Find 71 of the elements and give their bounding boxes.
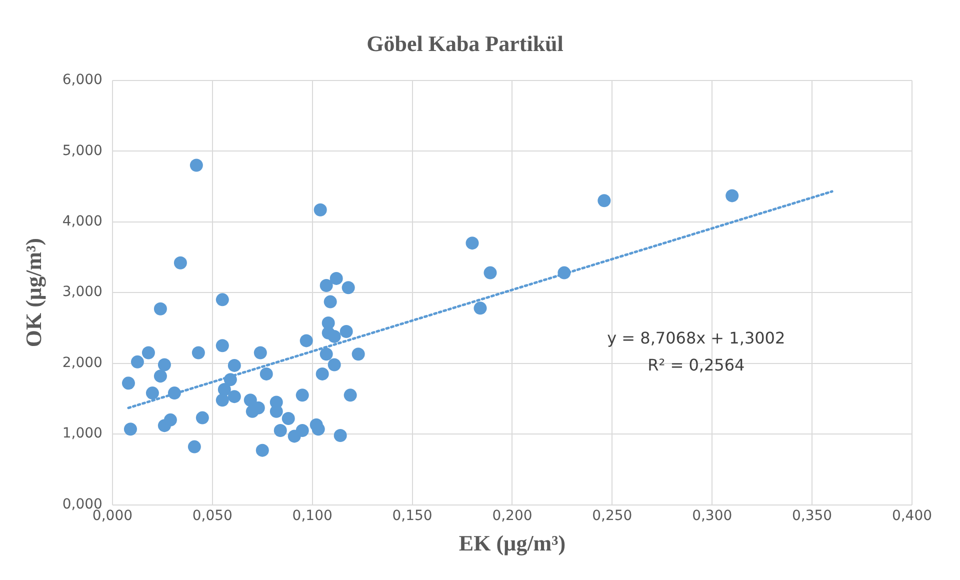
point xyxy=(130,355,144,368)
point xyxy=(256,444,269,457)
point xyxy=(244,394,257,407)
point xyxy=(158,358,171,372)
point xyxy=(598,194,611,208)
point xyxy=(558,266,571,280)
point xyxy=(154,370,167,383)
point xyxy=(314,203,327,216)
point xyxy=(270,404,283,418)
point xyxy=(316,367,329,380)
point xyxy=(174,256,187,270)
point xyxy=(300,334,313,348)
x-axis-title: EK (µg/m³) xyxy=(458,530,566,556)
y-tick-label: 5,000 xyxy=(62,142,102,159)
x-tick-label: 0,350 xyxy=(792,508,832,524)
point xyxy=(330,272,343,285)
annotation: R² = 0,2564 xyxy=(648,356,745,375)
y-tick-label: 1,000 xyxy=(62,426,102,442)
x-tick-label: 0,000 xyxy=(92,508,133,524)
point xyxy=(216,339,229,352)
point xyxy=(296,424,309,438)
point xyxy=(224,373,237,386)
point xyxy=(216,293,229,306)
point xyxy=(164,413,177,426)
annotation: y = 8,7068x + 1,3002 xyxy=(607,328,786,348)
point xyxy=(340,325,353,338)
point xyxy=(466,236,479,250)
point xyxy=(320,348,333,361)
y-axis-title: OK (µg/m³) xyxy=(20,238,46,348)
point xyxy=(196,411,209,424)
point xyxy=(254,346,267,360)
point xyxy=(192,346,205,360)
x-tick-label: 0,200 xyxy=(492,508,532,524)
point xyxy=(312,422,325,436)
point xyxy=(344,388,357,402)
y-tick-label: 6,000 xyxy=(62,72,102,88)
x-tick-label: 0,050 xyxy=(192,508,232,524)
point xyxy=(342,281,355,294)
x-tick-label: 0,400 xyxy=(892,508,932,524)
y-tick-label: 2,000 xyxy=(62,354,102,371)
point xyxy=(142,346,155,360)
point xyxy=(334,428,347,442)
point xyxy=(328,330,341,343)
point xyxy=(124,422,137,436)
point xyxy=(282,412,295,426)
point xyxy=(188,440,201,454)
point xyxy=(154,302,167,316)
point xyxy=(324,295,337,308)
point xyxy=(146,386,159,400)
point xyxy=(168,386,181,400)
y-tick-label: 3,000 xyxy=(62,284,102,300)
x-tick-label: 0,300 xyxy=(692,508,732,524)
point xyxy=(260,367,273,380)
chart-title: Göbel Kaba Partikül xyxy=(366,30,564,56)
y-tick-label: 4,000 xyxy=(62,214,102,230)
point xyxy=(320,279,333,292)
point xyxy=(474,302,487,315)
point xyxy=(484,266,497,280)
point xyxy=(228,390,241,404)
point xyxy=(726,189,739,202)
point xyxy=(296,388,309,402)
x-tick-label: 0,250 xyxy=(592,508,632,524)
point xyxy=(274,424,287,438)
x-tick-label: 0,150 xyxy=(392,508,432,524)
point xyxy=(228,358,241,372)
point xyxy=(122,376,135,390)
point xyxy=(352,348,365,361)
point xyxy=(216,394,229,407)
x-tick-label: 0,100 xyxy=(292,508,332,524)
point xyxy=(190,158,203,172)
point xyxy=(328,358,341,372)
